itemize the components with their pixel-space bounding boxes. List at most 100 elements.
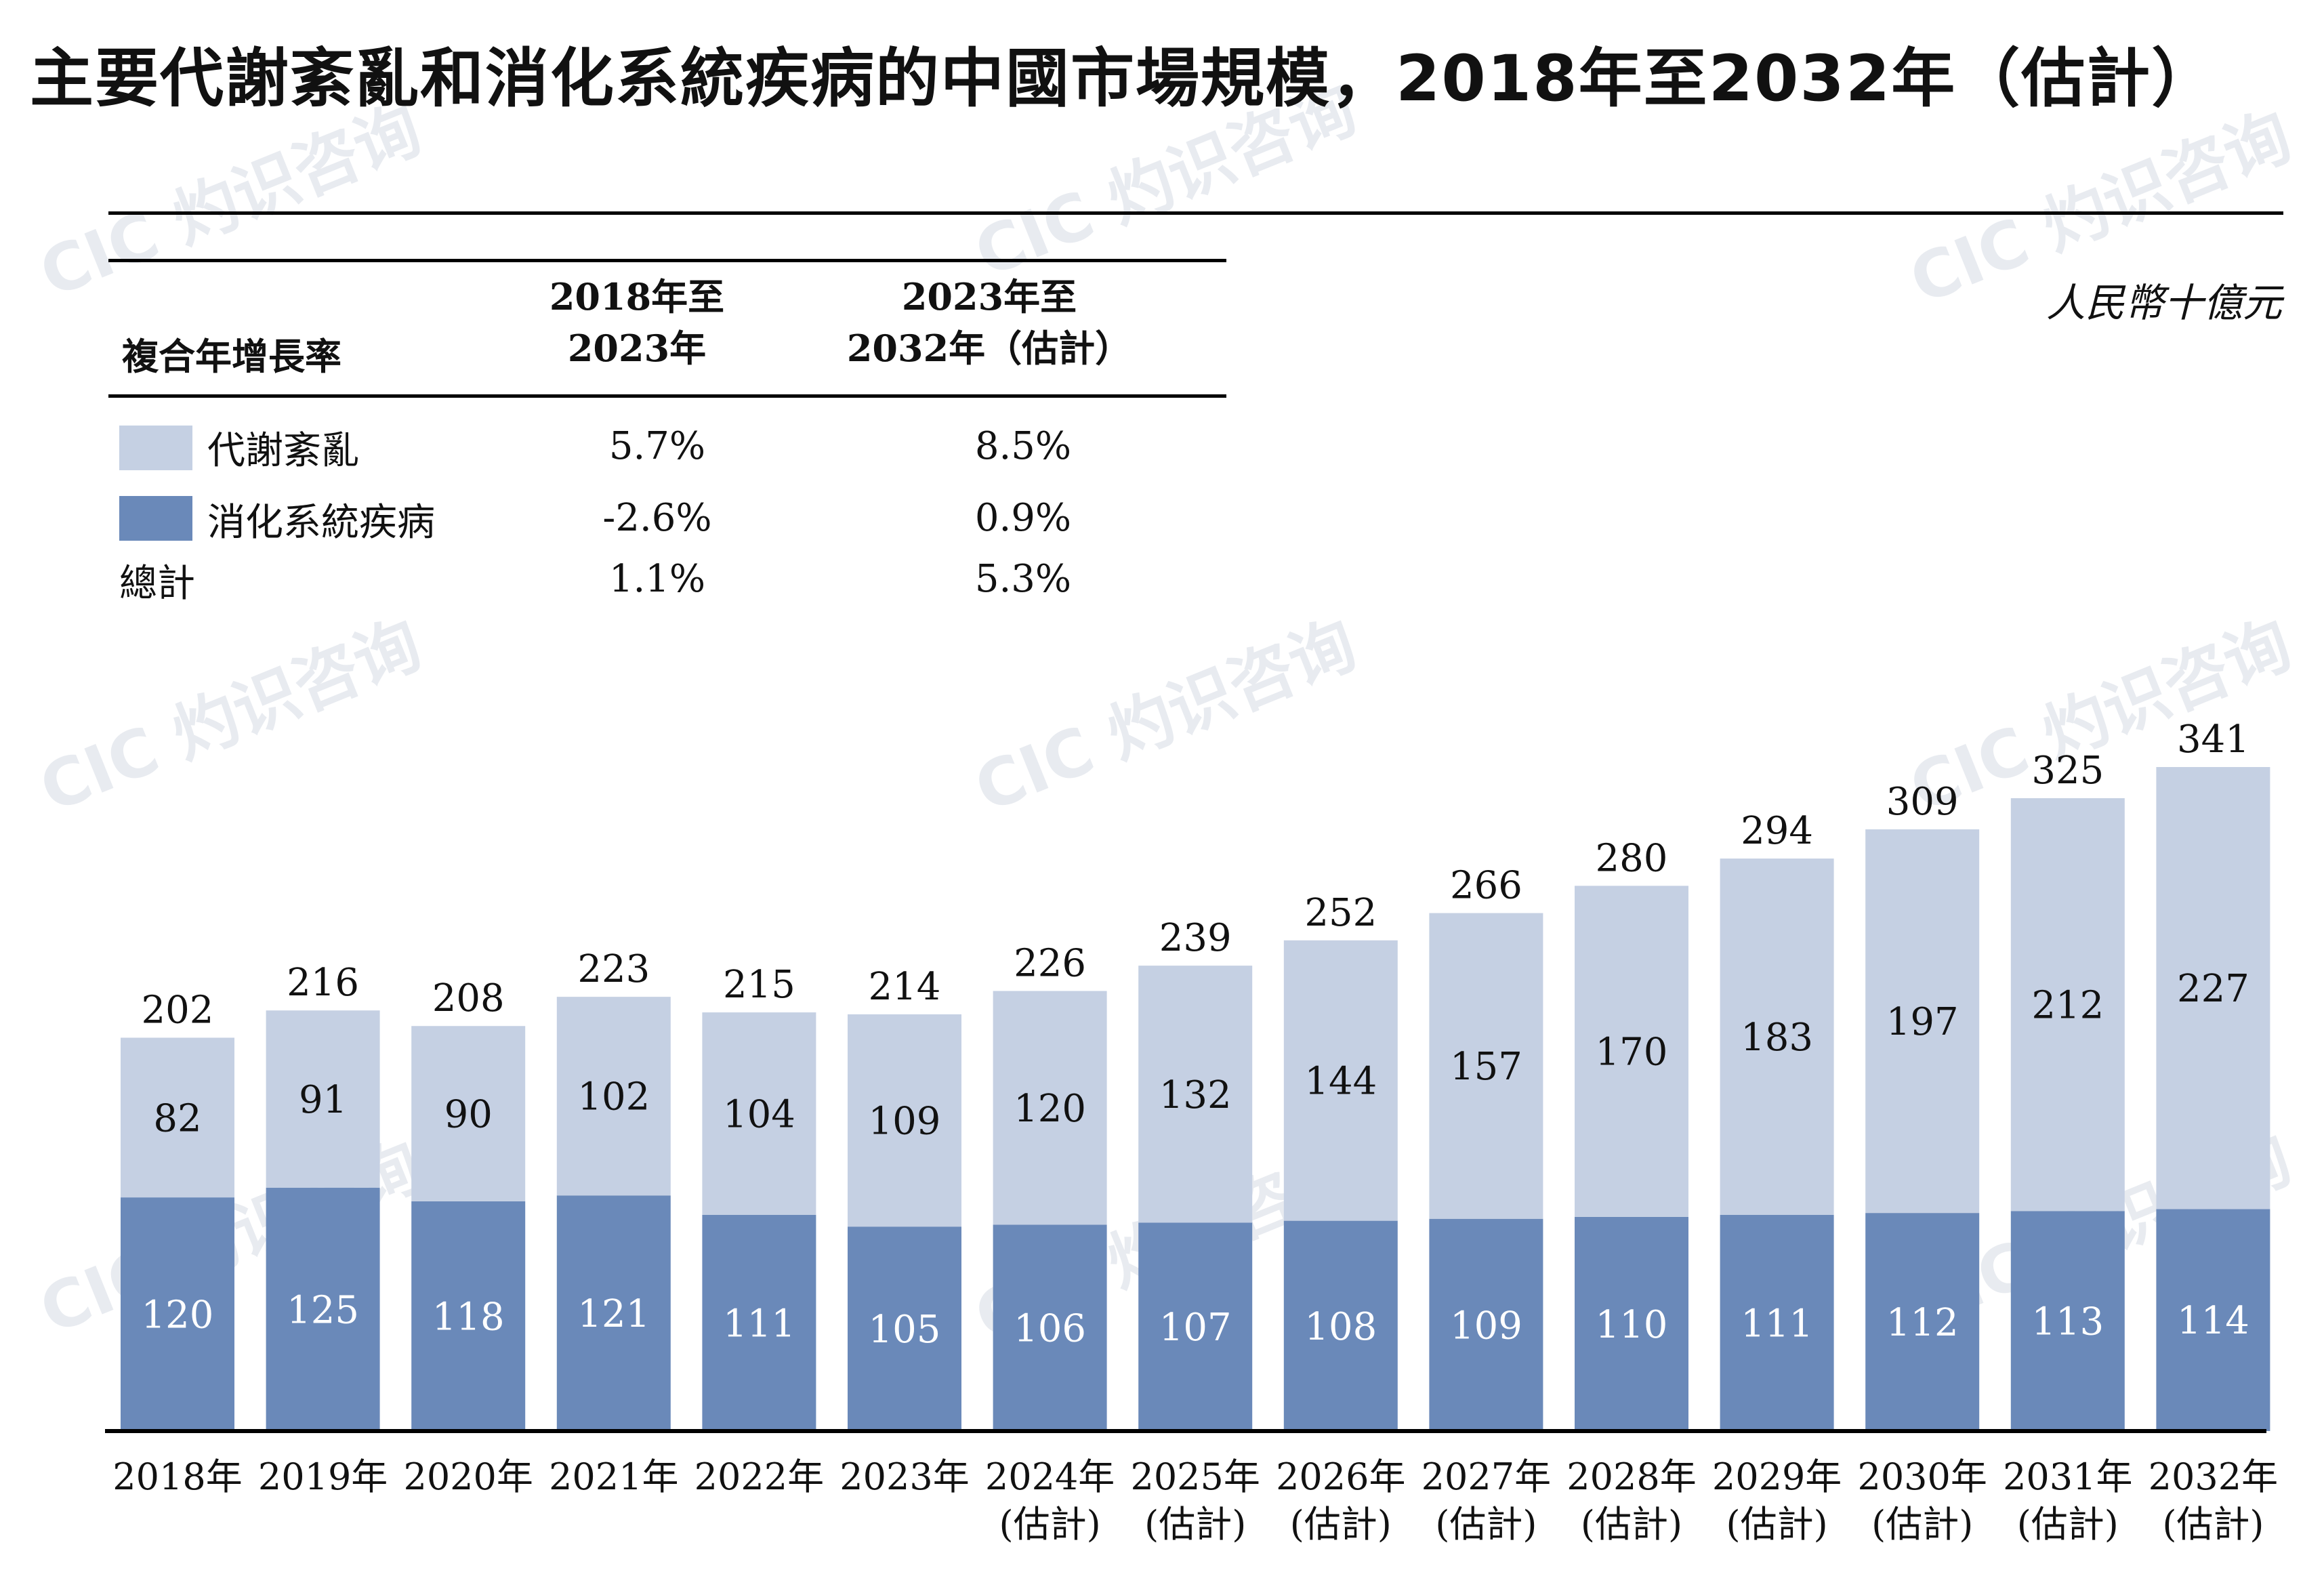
data-label-digestive: 111 (723, 1302, 795, 1346)
data-label-metabolic: 120 (1014, 1087, 1086, 1131)
bar-digestive (1283, 1220, 1398, 1431)
cagr-value: 5.7% (608, 424, 706, 468)
bar-metabolic (848, 1014, 961, 1227)
data-label-digestive: 109 (1450, 1304, 1522, 1348)
cagr-col2-header: 2023年至 2032年（估計） (827, 271, 1152, 374)
x-tick-sublabel: (估計) (2017, 1503, 2119, 1546)
data-label-digestive: 125 (287, 1288, 359, 1332)
x-tick-label: 2027年 (1422, 1455, 1551, 1498)
top-rule (108, 211, 2283, 215)
cagr-header-label: 複合年增長率 (122, 335, 341, 378)
bar-digestive (2010, 1211, 2125, 1431)
data-label-digestive: 120 (142, 1294, 214, 1338)
bar-metabolic (1865, 829, 1980, 1214)
x-tick-label: 2025年 (1130, 1455, 1260, 1498)
data-label-total: 216 (287, 961, 359, 1005)
bar-metabolic (556, 997, 671, 1196)
bar-digestive (556, 1195, 671, 1431)
bar-metabolic (1138, 966, 1253, 1223)
data-label-total: 252 (1304, 891, 1377, 935)
bar-metabolic (993, 991, 1107, 1225)
cagr-col1-header: 2018年至 2023年 (508, 271, 766, 374)
cagr-value: 5.3% (974, 557, 1072, 601)
x-tick-label: 2018年 (112, 1455, 242, 1498)
data-label-metabolic: 144 (1304, 1060, 1377, 1104)
bar-metabolic (266, 1010, 380, 1188)
cagr-value: -2.6% (602, 496, 712, 540)
data-label-metabolic: 170 (1596, 1031, 1668, 1075)
x-tick-sublabel: (估計) (1435, 1503, 1537, 1546)
data-label-digestive: 107 (1159, 1306, 1232, 1350)
data-label-total: 309 (1886, 780, 1959, 824)
legend-swatch-digestive (119, 496, 192, 541)
data-label-digestive: 111 (1741, 1302, 1813, 1346)
data-label-metabolic: 183 (1741, 1016, 1813, 1060)
bar-metabolic (411, 1026, 526, 1201)
cagr-col1-line2: 2023年 (567, 327, 707, 370)
data-label-total: 214 (869, 965, 941, 1009)
chart-title: 主要代謝紊亂和消化系統疾病的中國市場規模，2018年至2032年（估計） (30, 42, 2217, 116)
bar-digestive (411, 1201, 526, 1431)
bar-metabolic (1429, 913, 1543, 1219)
data-label-total: 325 (2031, 749, 2104, 793)
data-label-metabolic: 132 (1159, 1073, 1232, 1117)
data-label-digestive: 121 (577, 1292, 650, 1336)
data-label-metabolic: 104 (723, 1093, 795, 1137)
bar-metabolic (702, 1012, 816, 1215)
bar-digestive (848, 1226, 961, 1431)
cagr-col2-line2: 2032年（估計） (846, 327, 1132, 370)
data-label-metabolic: 109 (869, 1100, 941, 1144)
data-label-total: 294 (1741, 809, 1813, 853)
x-tick-sublabel: (估計) (1871, 1503, 1973, 1546)
cagr-value: 8.5% (974, 424, 1072, 468)
data-label-digestive: 114 (2177, 1299, 2249, 1343)
bar-digestive (993, 1224, 1107, 1431)
x-tick-label: 2019年 (258, 1455, 388, 1498)
bar-digestive (1429, 1218, 1543, 1431)
x-tick-sublabel: (估計) (1290, 1503, 1392, 1546)
x-tick-label: 2026年 (1276, 1455, 1405, 1498)
data-label-digestive: 112 (1886, 1301, 1959, 1345)
bar-metabolic (1283, 940, 1398, 1221)
x-tick-label: 2021年 (549, 1455, 678, 1498)
x-tick-label: 2031年 (2003, 1455, 2132, 1498)
x-tick-sublabel: (估計) (2162, 1503, 2264, 1546)
bar-metabolic (1720, 859, 1834, 1215)
data-label-total: 341 (2177, 718, 2249, 762)
cagr-row-label: 代謝紊亂 (207, 429, 359, 473)
data-label-metabolic: 212 (2031, 984, 2104, 1028)
bar-digestive (1575, 1216, 1688, 1431)
bar-digestive (1865, 1213, 1980, 1431)
x-tick-label: 2020年 (403, 1455, 533, 1498)
data-label-metabolic: 91 (299, 1078, 347, 1122)
bar-digestive (121, 1197, 234, 1431)
data-label-digestive: 105 (869, 1308, 941, 1352)
data-label-digestive: 110 (1596, 1303, 1668, 1347)
bar-digestive (266, 1187, 380, 1431)
cagr-value: 0.9% (974, 496, 1072, 540)
bar-digestive (1720, 1214, 1834, 1431)
x-tick-label: 2028年 (1566, 1455, 1696, 1498)
cagr-col1-line1: 2018年至 (549, 275, 725, 318)
table-header-rule (108, 394, 1226, 398)
legend-swatch-metabolic (119, 426, 192, 470)
data-label-total: 226 (1014, 941, 1086, 985)
x-tick-label: 2032年 (2149, 1455, 2278, 1498)
cagr-row-label: 總計 (119, 562, 195, 606)
table-top-rule (108, 259, 1226, 262)
data-label-total: 280 (1596, 836, 1668, 880)
data-label-metabolic: 90 (444, 1093, 493, 1137)
data-label-digestive: 108 (1304, 1305, 1377, 1349)
data-label-total: 239 (1159, 916, 1232, 960)
data-label-metabolic: 227 (2177, 967, 2249, 1011)
x-tick-sublabel: (估計) (999, 1503, 1101, 1546)
unit-label: 人民幣十億元 (2046, 280, 2282, 326)
bar-digestive (1138, 1222, 1253, 1431)
cagr-row-label: 消化系統疾病 (207, 501, 435, 545)
data-label-digestive: 118 (432, 1295, 505, 1339)
bar-metabolic (2156, 767, 2270, 1209)
data-label-metabolic: 82 (153, 1096, 201, 1140)
x-tick-sublabel: (估計) (1581, 1503, 1682, 1546)
x-tick-sublabel: (估計) (1144, 1503, 1246, 1546)
